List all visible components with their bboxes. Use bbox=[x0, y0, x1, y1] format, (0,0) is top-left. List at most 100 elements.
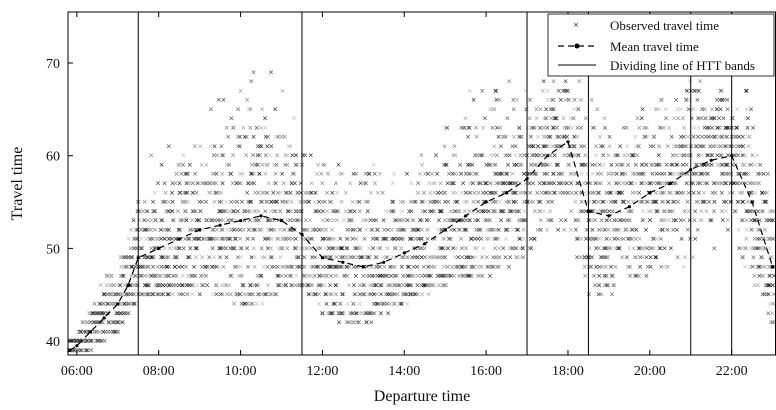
observed-point: × bbox=[346, 235, 352, 243]
observed-point: × bbox=[463, 263, 469, 271]
observed-point: × bbox=[434, 272, 440, 280]
observed-point: × bbox=[456, 207, 462, 215]
observed-point: × bbox=[70, 346, 76, 354]
observed-point: × bbox=[640, 105, 646, 113]
observed-point: × bbox=[88, 319, 94, 327]
observed-point: × bbox=[378, 309, 384, 317]
observed-point: × bbox=[129, 254, 135, 262]
observed-point: × bbox=[288, 282, 294, 290]
observed-point: × bbox=[71, 337, 77, 345]
observed-point: × bbox=[235, 291, 241, 299]
observed-point: × bbox=[81, 337, 87, 345]
observed-point: × bbox=[317, 272, 323, 280]
observed-point: × bbox=[459, 254, 465, 262]
observed-point: × bbox=[426, 272, 432, 280]
observed-point: × bbox=[166, 226, 172, 234]
observed-point: × bbox=[118, 272, 124, 280]
observed-point: × bbox=[336, 263, 342, 271]
observed-point: × bbox=[492, 170, 498, 178]
observed-point: × bbox=[199, 161, 205, 169]
observed-point: × bbox=[271, 263, 277, 271]
observed-point: × bbox=[282, 133, 288, 141]
observed-point: × bbox=[300, 272, 306, 280]
observed-point: × bbox=[464, 198, 470, 206]
observed-point: × bbox=[377, 263, 383, 271]
observed-point: × bbox=[76, 337, 82, 345]
observed-point: × bbox=[353, 226, 359, 234]
observed-point: × bbox=[273, 198, 279, 206]
observed-point: × bbox=[90, 309, 96, 317]
observed-point: × bbox=[227, 244, 233, 252]
observed-point: × bbox=[225, 217, 231, 225]
observed-point: × bbox=[315, 244, 321, 252]
observed-point: × bbox=[245, 235, 251, 243]
observed-point: × bbox=[642, 133, 648, 141]
observed-point: × bbox=[295, 161, 301, 169]
observed-point: × bbox=[82, 346, 88, 354]
observed-point: × bbox=[254, 226, 260, 234]
observed-point: × bbox=[458, 263, 464, 271]
observed-point: × bbox=[255, 272, 261, 280]
observed-point: × bbox=[142, 226, 148, 234]
observed-point: × bbox=[206, 263, 212, 271]
observed-point: × bbox=[146, 226, 152, 234]
observed-point: × bbox=[173, 254, 179, 262]
observed-point: × bbox=[384, 272, 390, 280]
observed-point: × bbox=[237, 244, 243, 252]
observed-point: × bbox=[421, 189, 427, 197]
observed-point: × bbox=[106, 319, 112, 327]
observed-point: × bbox=[490, 235, 496, 243]
observed-point: × bbox=[455, 263, 461, 271]
observed-point: × bbox=[582, 161, 588, 169]
observed-point: × bbox=[461, 272, 467, 280]
observed-point: × bbox=[555, 142, 561, 150]
observed-point: × bbox=[438, 244, 444, 252]
observed-point: × bbox=[413, 226, 419, 234]
observed-point: × bbox=[104, 282, 110, 290]
observed-point: × bbox=[254, 124, 260, 132]
observed-point: × bbox=[266, 226, 272, 234]
observed-point: × bbox=[381, 217, 387, 225]
observed-point: × bbox=[528, 235, 534, 243]
observed-point: × bbox=[284, 161, 290, 169]
observed-point: × bbox=[399, 300, 405, 308]
observed-point: × bbox=[414, 263, 420, 271]
observed-point: × bbox=[98, 309, 104, 317]
observed-point: × bbox=[519, 189, 525, 197]
observed-point: × bbox=[448, 207, 454, 215]
observed-point: × bbox=[487, 161, 493, 169]
observed-point: × bbox=[514, 161, 520, 169]
observed-point: × bbox=[571, 115, 577, 123]
mean-point bbox=[525, 177, 529, 181]
observed-point: × bbox=[125, 291, 131, 299]
observed-point: × bbox=[527, 244, 533, 252]
observed-point: × bbox=[431, 207, 437, 215]
observed-point: × bbox=[442, 142, 448, 150]
observed-point: × bbox=[545, 96, 551, 104]
observed-point: × bbox=[385, 254, 391, 262]
x-tick-label: 16:00 bbox=[470, 364, 502, 379]
observed-point: × bbox=[432, 263, 438, 271]
observed-point: × bbox=[493, 254, 499, 262]
observed-point: × bbox=[397, 300, 403, 308]
observed-point: × bbox=[283, 235, 289, 243]
observed-point: × bbox=[388, 291, 394, 299]
observed-point: × bbox=[426, 207, 432, 215]
observed-point: × bbox=[541, 152, 547, 160]
observed-point: × bbox=[665, 142, 671, 150]
observed-point: × bbox=[529, 152, 535, 160]
observed-point: × bbox=[532, 161, 538, 169]
observed-point: × bbox=[553, 115, 559, 123]
observed-point: × bbox=[296, 207, 302, 215]
observed-point: × bbox=[316, 226, 322, 234]
observed-point: × bbox=[395, 226, 401, 234]
observed-point: × bbox=[231, 207, 237, 215]
observed-point: × bbox=[123, 254, 129, 262]
x-axis-title: Departure time bbox=[374, 388, 470, 405]
mean-point bbox=[464, 214, 468, 218]
observed-point: × bbox=[86, 337, 92, 345]
observed-point: × bbox=[346, 217, 352, 225]
observed-point: × bbox=[146, 263, 152, 271]
observed-point: × bbox=[399, 244, 405, 252]
observed-point: × bbox=[335, 244, 341, 252]
